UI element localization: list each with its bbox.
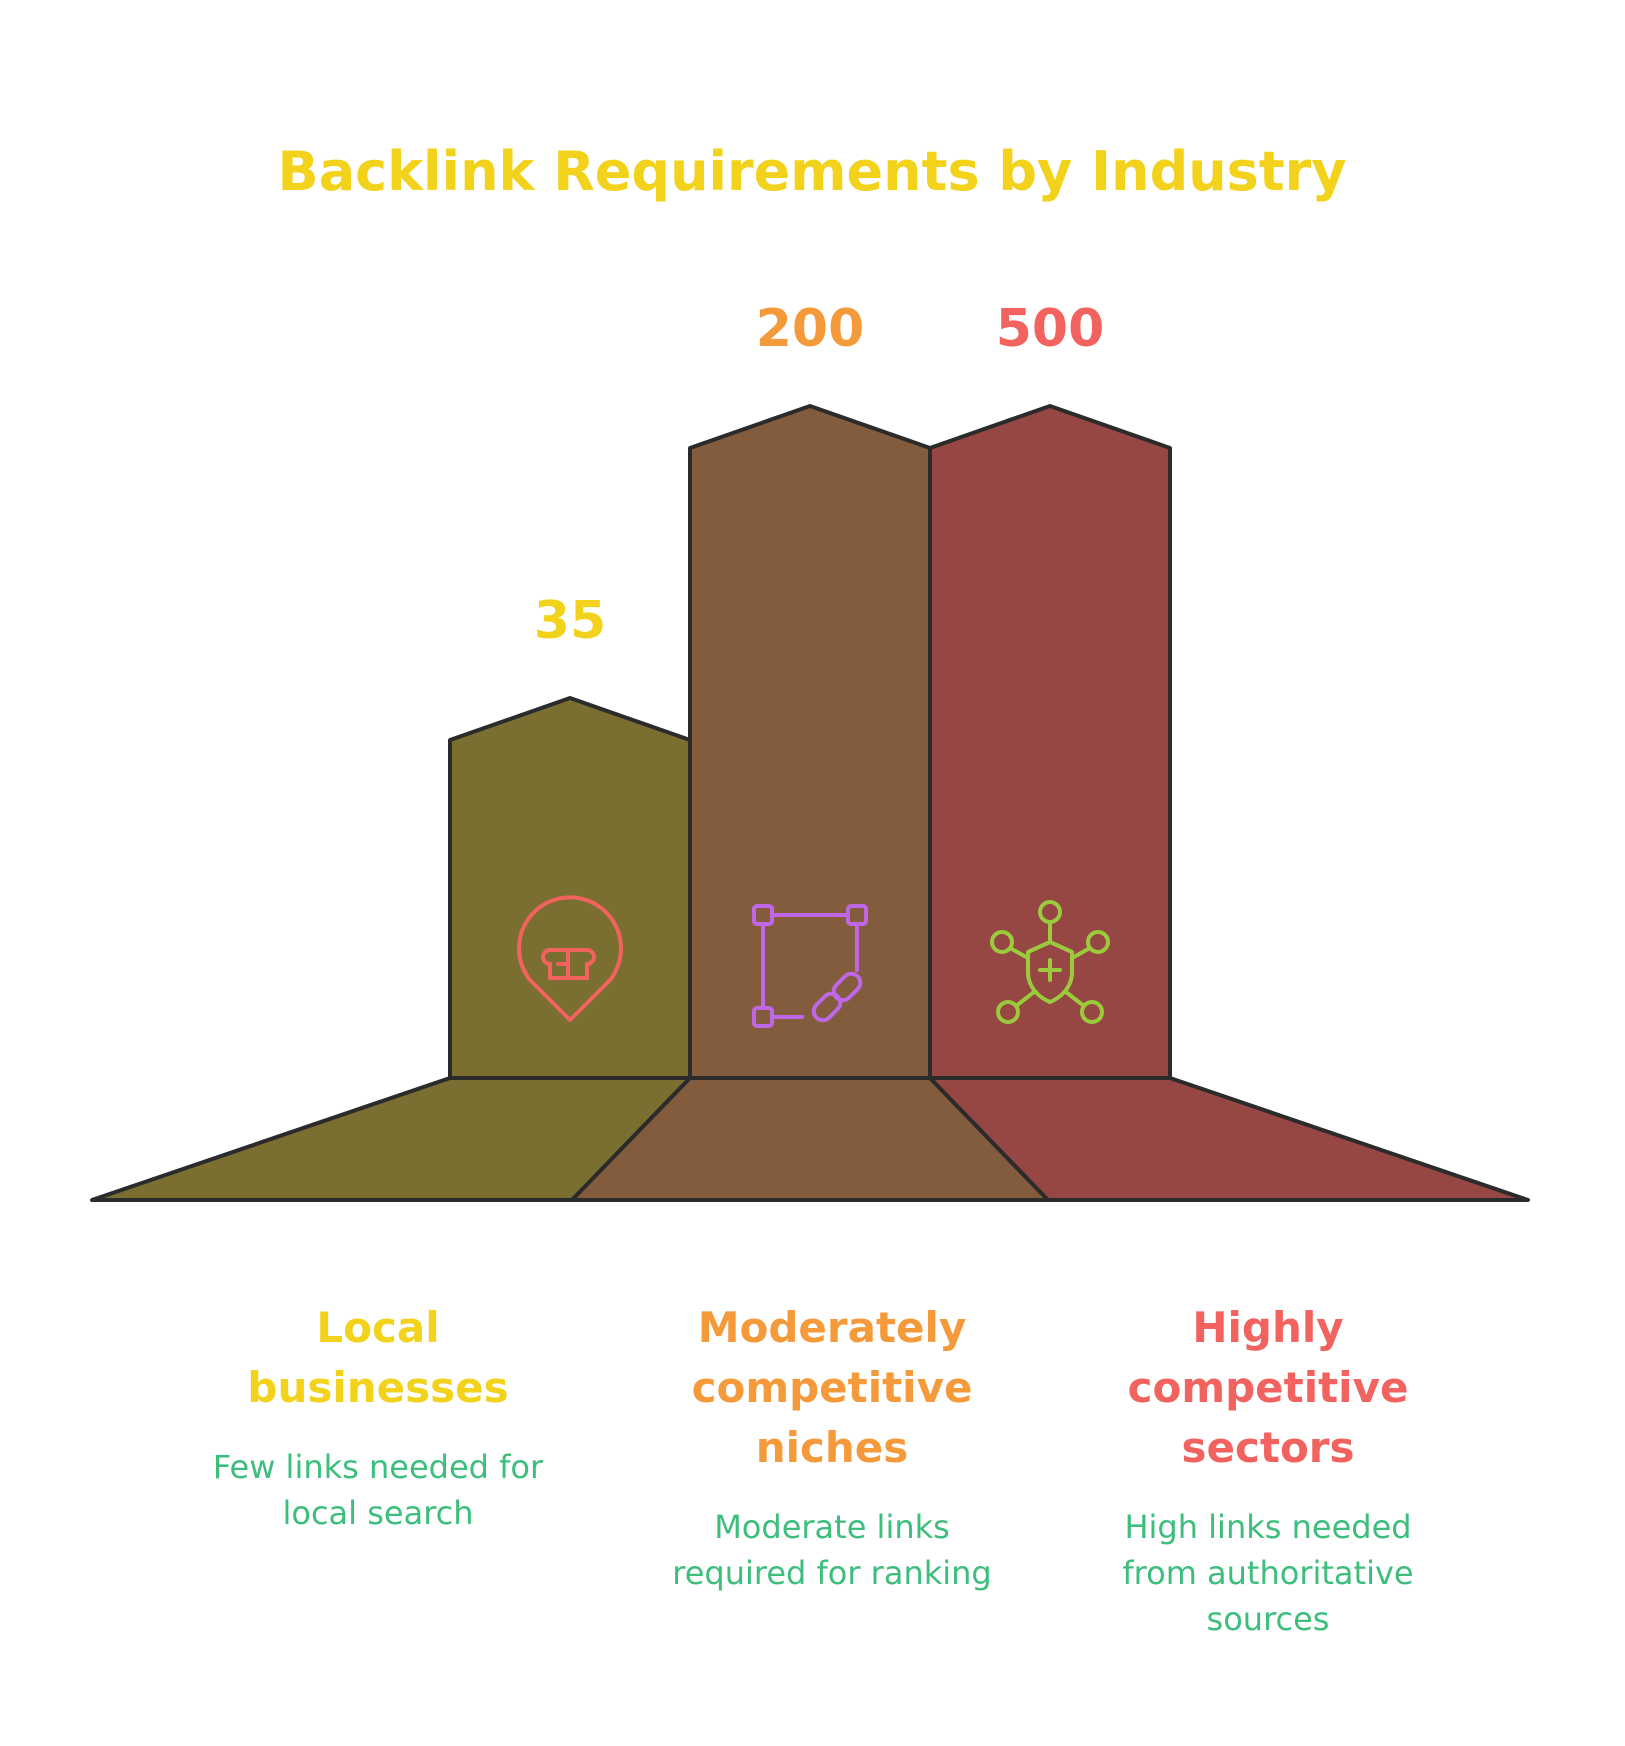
category-label-1-0: Moderately [698,1303,967,1352]
description-1-1: required for ranking [672,1554,991,1592]
map-pin-store-icon [517,895,623,1022]
link-square-icon [752,904,868,1028]
value-label-1: 200 [756,299,865,359]
category-label-0-1: businesses [247,1363,508,1412]
labels: 35 Local businesses Few links needed for loc… [213,299,1414,1638]
category-label-1-1: competitive [692,1363,973,1412]
chart-title: Backlink Requirements by Industry [278,140,1347,203]
category-label-0-0: Local [316,1303,439,1352]
bars [90,404,1530,1202]
description-2-0: High links needed [1124,1508,1411,1546]
category-label-2-0: Highly [1192,1303,1343,1352]
bar-group-2 [928,404,1530,1202]
shield-network-icon [990,900,1110,1024]
category-label-2-2: sectors [1181,1423,1354,1472]
category-label-2-1: competitive [1128,1363,1409,1412]
bar-group-0 [90,696,692,1202]
bar-0 [448,696,692,1080]
description-0-1: local search [282,1494,473,1532]
value-label-0: 35 [534,591,606,651]
description-0-0: Few links needed for [213,1448,544,1486]
description-2-2: sources [1207,1600,1330,1638]
bar-1 [688,404,932,1080]
value-label-2: 500 [996,299,1105,359]
description-2-1: from authoritative [1122,1554,1413,1592]
category-label-1-2: niches [756,1423,909,1472]
description-1-0: Moderate links [714,1508,950,1546]
bar-2 [928,404,1172,1080]
